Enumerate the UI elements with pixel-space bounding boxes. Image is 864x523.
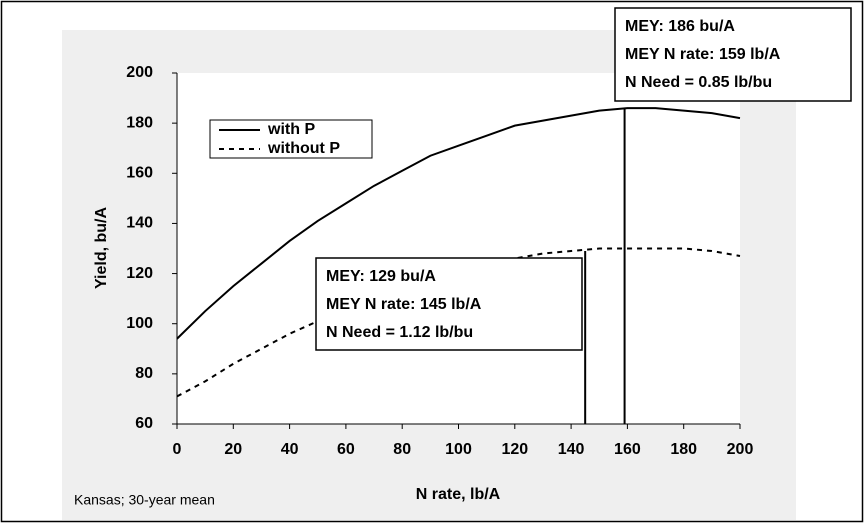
annotation-text: N Need = 0.85 lb/bu (625, 74, 772, 91)
x-tick-label: 100 (445, 441, 472, 458)
y-tick-label: 140 (126, 215, 153, 232)
y-tick-label: 60 (135, 415, 153, 432)
legend-label: with P (267, 121, 315, 138)
x-tick-label: 120 (501, 441, 528, 458)
x-tick-label: 60 (337, 441, 355, 458)
x-tick-label: 20 (224, 441, 242, 458)
x-tick-label: 180 (670, 441, 697, 458)
y-tick-label: 80 (135, 365, 153, 382)
annotation-text: MEY: 129 bu/A (326, 268, 436, 285)
x-tick-label: 160 (614, 441, 641, 458)
x-tick-label: 140 (558, 441, 585, 458)
y-tick-label: 200 (126, 64, 153, 81)
series-line (176, 107, 741, 340)
y-axis-title: Yield, bu/A (93, 207, 110, 290)
annotation-text: N Need = 1.12 lb/bu (326, 324, 473, 341)
x-axis-title: N rate, lb/A (416, 486, 501, 503)
annotation-text: MEY N rate: 159 lb/A (625, 46, 781, 63)
y-tick-label: 160 (126, 165, 153, 182)
annotation-text: MEY N rate: 145 lb/A (326, 296, 482, 313)
y-tick-label: 100 (126, 315, 153, 332)
x-tick-label: 0 (173, 441, 182, 458)
x-tick-label: 200 (727, 441, 754, 458)
annotation-box (315, 257, 583, 351)
x-tick-label: 80 (393, 441, 411, 458)
note: Kansas; 30-year mean (74, 492, 215, 508)
legend-box (209, 119, 373, 159)
x-tick-label: 40 (281, 441, 299, 458)
annotation-box (614, 7, 852, 102)
y-tick-label: 180 (126, 114, 153, 131)
annotation-text: MEY: 186 bu/A (625, 18, 735, 35)
y-tick-label: 120 (126, 265, 153, 282)
legend-label: without P (267, 140, 340, 157)
